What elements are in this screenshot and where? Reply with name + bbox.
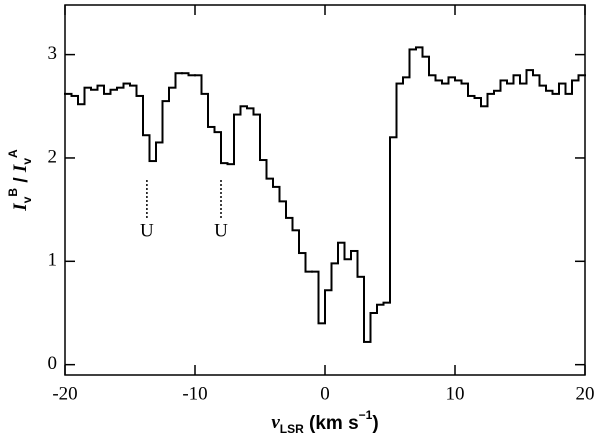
label-part: −1 [359, 408, 373, 422]
x-axis-label: vLSR (km s−1) [271, 408, 378, 436]
label-part: ) [372, 413, 378, 434]
label-part: LSR [280, 422, 304, 436]
label-part: v [20, 196, 34, 203]
x-tick-label: -20 [52, 383, 77, 404]
annotation: U [214, 220, 228, 241]
label-part: v [271, 412, 280, 433]
y-tick-label: 1 [48, 250, 58, 271]
label-part: A [6, 149, 20, 158]
x-tick-label: 10 [446, 383, 465, 404]
y-tick-label: 3 [48, 43, 58, 64]
y-tick-label: 0 [48, 353, 58, 374]
label-part: I [10, 164, 31, 173]
x-tick-label: 20 [576, 383, 595, 404]
y-tick-label: 2 [48, 146, 58, 167]
x-tick-label: -10 [182, 383, 207, 404]
label-part: / [11, 172, 32, 188]
annotation: U [140, 220, 154, 241]
label-part: B [6, 188, 20, 197]
label-part: v [20, 158, 34, 165]
x-tick-label: 0 [320, 383, 330, 404]
label-part: I [10, 203, 31, 212]
y-axis-label: IvB / IvA [6, 149, 34, 212]
label-part: (km s [304, 413, 359, 434]
